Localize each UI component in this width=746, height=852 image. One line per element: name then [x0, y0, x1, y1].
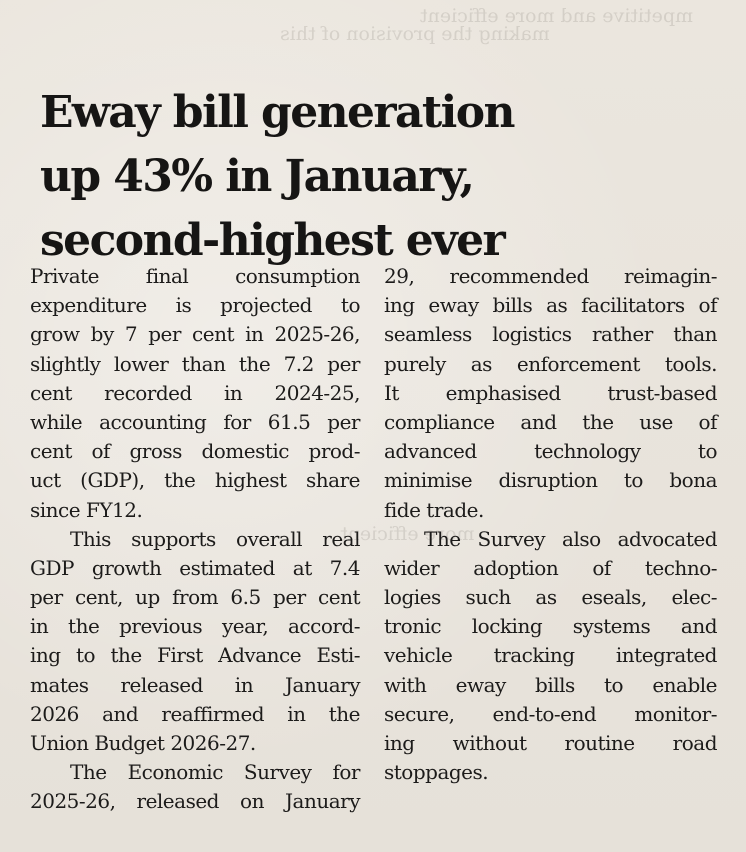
- text-line: purely as enforcement tools.: [384, 351, 718, 376]
- text-line: ing without routine road: [384, 731, 718, 755]
- text-line: secure, end-to-end monitor-: [384, 701, 718, 726]
- text-line: grow by 7 per cent in 2025-26,: [30, 322, 361, 347]
- text-line: minimise disruption to bona: [384, 468, 718, 493]
- text-line: Union Budget 2026-27.: [30, 731, 256, 755]
- text-line: cent recorded in 2024-25,: [30, 380, 361, 405]
- text-line: since FY12.: [30, 497, 143, 522]
- text-line: in the previous year, accord-: [30, 614, 361, 639]
- text-line: It emphasised trust-based: [384, 380, 718, 405]
- text-line: uct (GDP), the highest share: [30, 468, 361, 493]
- text-line: while accounting for 61.5 per: [30, 409, 361, 434]
- text-line: The Economic Survey for: [70, 760, 361, 785]
- text-line: The Survey also advocated: [424, 526, 718, 551]
- text-line: slightly lower than the 7.2 per: [30, 351, 361, 376]
- text-line: with eway bills to enable: [384, 672, 718, 697]
- text-line: 29, recommended reimagin-: [384, 264, 718, 288]
- headline-line: up 43% in January,: [40, 151, 475, 203]
- bleed-through-text-mid: making the provision of this: [280, 23, 550, 45]
- text-line: logies such as eseals, elec-: [384, 585, 718, 610]
- text-line: 2026 and reaffirmed in the: [30, 701, 361, 726]
- text-line: compliance and the use of: [384, 409, 718, 434]
- text-line: mates released in January: [30, 672, 361, 697]
- article-column-left: Private final consumption expenditure is…: [30, 262, 361, 817]
- text-line: vehicle tracking integrated: [384, 643, 718, 668]
- text-line: ing eway bills as facilitators of: [384, 293, 718, 318]
- text-line: fide trade.: [384, 497, 484, 522]
- text-line: ing to the First Advance Esti-: [30, 643, 361, 668]
- text-line: GDP growth estimated at 7.4: [30, 555, 361, 580]
- headline-line: Eway bill generation: [40, 87, 515, 139]
- text-line: advanced technology to: [384, 439, 718, 464]
- text-line: 2025-26, released on January: [30, 789, 361, 814]
- text-line: tronic locking systems and: [384, 614, 718, 639]
- text-line: per cent, up from 6.5 per cent: [30, 585, 361, 610]
- text-line: expenditure is projected to: [30, 293, 361, 318]
- text-line: Private final consumption: [30, 264, 361, 288]
- headline-line: second-highest ever: [40, 215, 506, 267]
- text-line: cent of gross domestic prod-: [30, 439, 361, 464]
- text-line: stoppages.: [384, 760, 489, 785]
- headline: Eway bill generation up 43% in January, …: [40, 81, 600, 273]
- text-line: wider adoption of techno-: [384, 555, 718, 580]
- text-line: seamless logistics rather than: [384, 322, 718, 347]
- text-line: This supports overall real: [70, 526, 361, 551]
- article-column-right: 29, recommended reimagin- ing eway bills…: [384, 262, 718, 787]
